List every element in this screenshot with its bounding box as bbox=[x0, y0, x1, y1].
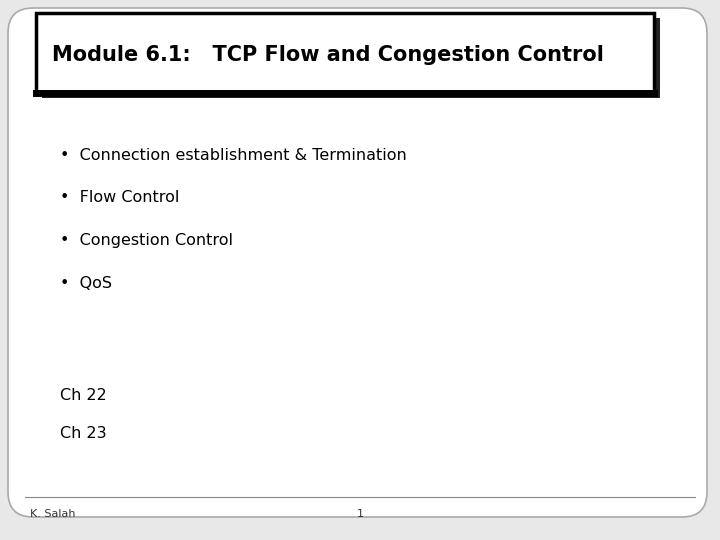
Text: Ch 22: Ch 22 bbox=[60, 388, 107, 402]
FancyBboxPatch shape bbox=[36, 13, 654, 93]
FancyBboxPatch shape bbox=[8, 8, 707, 517]
Text: •  Congestion Control: • Congestion Control bbox=[60, 233, 233, 248]
Text: K. Salah: K. Salah bbox=[30, 509, 76, 519]
Text: •  QoS: • QoS bbox=[60, 276, 112, 292]
Text: Ch 23: Ch 23 bbox=[60, 426, 107, 441]
Text: •  Flow Control: • Flow Control bbox=[60, 191, 179, 206]
Text: •  Connection establishment & Termination: • Connection establishment & Termination bbox=[60, 147, 407, 163]
Text: Module 6.1:   TCP Flow and Congestion Control: Module 6.1: TCP Flow and Congestion Cont… bbox=[52, 45, 604, 65]
Text: 1: 1 bbox=[356, 509, 364, 519]
FancyBboxPatch shape bbox=[42, 18, 660, 98]
